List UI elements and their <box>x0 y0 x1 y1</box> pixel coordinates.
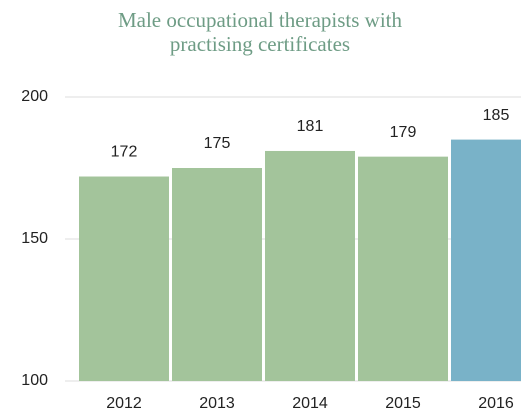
bar <box>265 150 355 381</box>
value-label: 172 <box>111 144 138 161</box>
value-label: 185 <box>483 107 510 124</box>
y-tick-label: 200 <box>21 88 48 105</box>
x-tick-label: 2014 <box>292 395 328 412</box>
bar <box>358 156 448 381</box>
x-tick-label: 2015 <box>385 395 421 412</box>
y-tick-label: 150 <box>21 230 48 247</box>
value-label: 181 <box>297 118 324 135</box>
y-tick-label: 100 <box>21 372 48 389</box>
value-label: 175 <box>204 135 231 152</box>
value-label: 179 <box>390 124 417 141</box>
bar <box>79 176 169 381</box>
chart-title: Male occupational therapists with practi… <box>117 8 402 56</box>
bar <box>172 168 262 381</box>
bar <box>451 139 521 381</box>
x-tick-label: 2013 <box>199 395 235 412</box>
x-tick-label: 2012 <box>106 395 142 412</box>
x-tick-label: 2016 <box>478 395 514 412</box>
